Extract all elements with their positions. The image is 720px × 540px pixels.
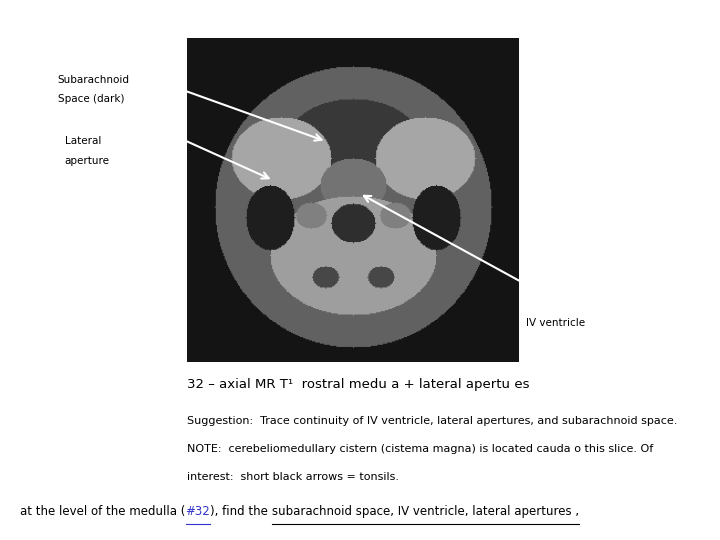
Text: 32 – axial MR T¹  rostral medu a + lateral apertu es: 32 – axial MR T¹ rostral medu a + latera…: [187, 378, 530, 391]
Text: subarachnoid space, IV ventricle, lateral apertures ,: subarachnoid space, IV ventricle, latera…: [272, 505, 579, 518]
Text: #32: #32: [186, 505, 210, 518]
Text: NOTE:  cerebeliomedullary cistern (cistema magna) is located cauda o this slice.: NOTE: cerebeliomedullary cistern (cistem…: [187, 444, 654, 454]
Text: at the level of the medulla (: at the level of the medulla (: [20, 505, 186, 518]
Text: Lateral: Lateral: [65, 137, 102, 146]
Text: ), find the: ), find the: [210, 505, 272, 518]
Text: interest:  short black arrows = tonsils.: interest: short black arrows = tonsils.: [187, 472, 399, 482]
Text: Space (dark): Space (dark): [58, 94, 124, 104]
Text: aperture: aperture: [65, 156, 109, 166]
Text: Suggestion:  Trace continuity of IV ventricle, lateral apertures, and subarachno: Suggestion: Trace continuity of IV ventr…: [187, 416, 678, 426]
Text: IV ventricle: IV ventricle: [526, 318, 585, 328]
Text: Subarachnoid: Subarachnoid: [58, 75, 130, 85]
